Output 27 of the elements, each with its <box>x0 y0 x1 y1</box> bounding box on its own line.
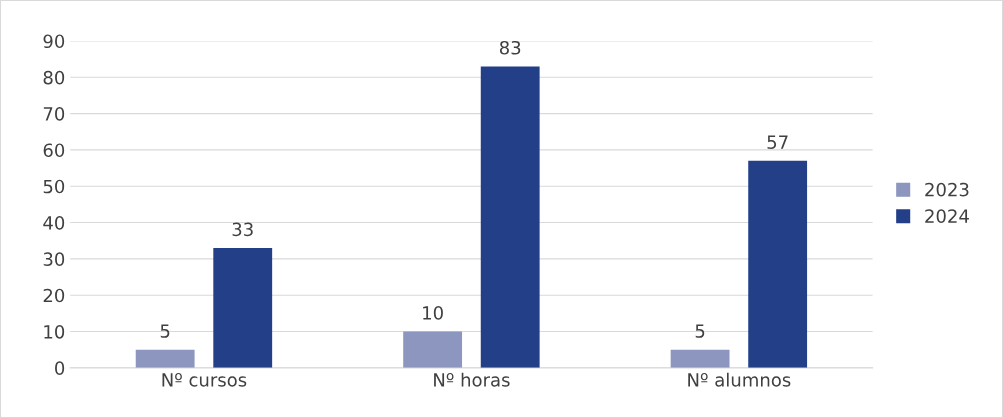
x-tick-label: Nº cursos <box>162 373 247 387</box>
data-label: 33 <box>232 222 253 237</box>
y-tick-label: 70 <box>43 107 65 121</box>
data-label: 5 <box>160 324 170 338</box>
bar <box>403 331 463 368</box>
bar <box>670 349 730 368</box>
legend-label: 2024 <box>925 209 969 223</box>
data-label: 83 <box>499 40 521 55</box>
y-tick-label: 40 <box>43 216 65 230</box>
x-tick-label: Nº alumnos <box>688 372 791 387</box>
y-tick-label: 10 <box>44 324 65 339</box>
data-label: 57 <box>767 135 788 149</box>
y-tick-label: 80 <box>43 70 65 85</box>
bar <box>748 160 808 368</box>
bar <box>135 349 195 368</box>
y-tick-label: 60 <box>43 143 65 158</box>
legend-label: 2023 <box>925 182 969 197</box>
bar <box>213 247 273 368</box>
data-label: 5 <box>695 324 705 338</box>
y-tick-label: 0 <box>55 361 65 375</box>
bar <box>480 66 540 368</box>
x-tick-label: Nº horas <box>434 372 510 387</box>
y-tick-label: 30 <box>43 252 65 266</box>
data-label: 10 <box>423 306 443 320</box>
y-tick-label: 50 <box>43 179 65 194</box>
y-tick-label: 90 <box>43 34 65 49</box>
y-tick-label: 20 <box>43 288 65 303</box>
